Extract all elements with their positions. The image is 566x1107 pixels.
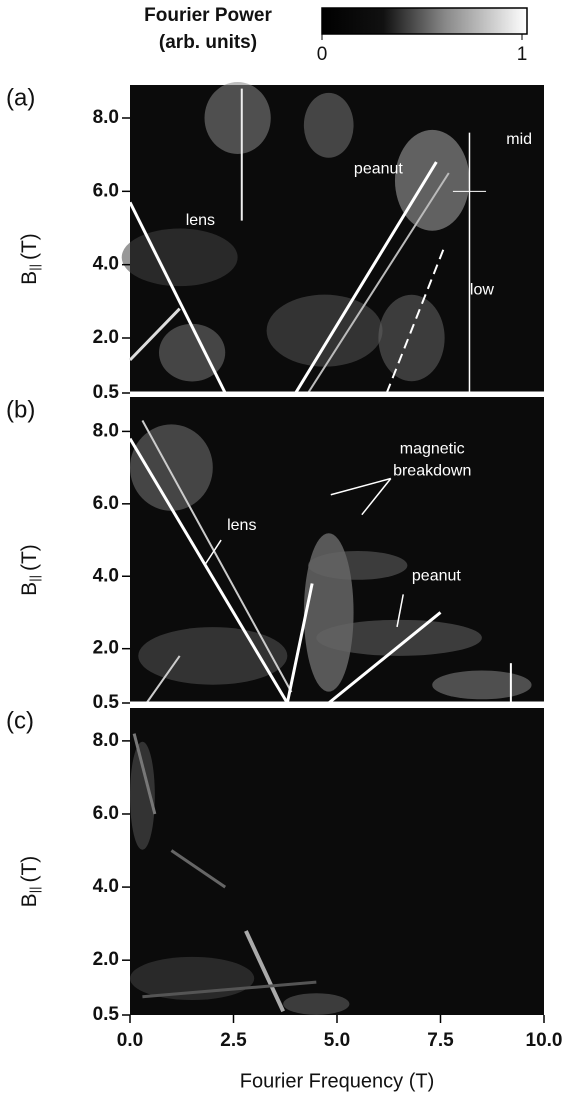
heatmap-feature — [308, 550, 408, 580]
heatmap-ridge — [142, 980, 317, 999]
annotation-arrow — [203, 539, 222, 566]
y-axis-label-part: B — [18, 893, 41, 907]
x-tick-label: 10.0 — [526, 1030, 563, 1051]
annotation: breakdown — [393, 462, 471, 479]
heatmap-ridge — [128, 437, 289, 704]
heatmap-ridge — [307, 172, 450, 394]
heatmap-ridge — [145, 655, 181, 704]
panel-label: (a) — [6, 84, 35, 111]
x-tick-label: 7.5 — [427, 1030, 454, 1051]
y-tick-label: 6.0 — [93, 180, 119, 201]
heatmap-feature — [283, 993, 350, 1015]
y-axis-label: B|| (T) — [18, 544, 43, 596]
heatmap-feature — [266, 294, 383, 367]
y-tick-label: 6.0 — [93, 493, 119, 514]
y-axis-label-part: (T) — [18, 856, 41, 883]
heatmap-feature — [316, 619, 482, 656]
y-axis-label-part: || — [27, 887, 42, 894]
heatmap-feature — [138, 627, 288, 685]
heatmap-feature — [130, 424, 213, 511]
heatmap-feature — [130, 741, 155, 850]
y-tick-label: 8.0 — [93, 107, 119, 128]
panel — [130, 708, 544, 1015]
y-tick-label: 4.0 — [93, 565, 119, 586]
y-axis-label: B|| (T) — [18, 233, 43, 285]
heatmap-ridge — [141, 420, 293, 693]
y-tick-label: 0.5 — [93, 692, 120, 713]
heatmap-ridge — [285, 583, 314, 704]
heatmap-feature — [303, 92, 354, 158]
y-axis-label-part: (T) — [18, 544, 41, 571]
annotation-arrow — [330, 477, 392, 496]
y-tick-label: 2.0 — [93, 327, 119, 348]
y-tick-label: 8.0 — [93, 730, 119, 751]
x-tick-label: 2.5 — [220, 1030, 247, 1051]
heatmap-ridge — [128, 201, 227, 394]
heatmap-feature — [394, 129, 470, 231]
y-tick-label: 8.0 — [93, 420, 119, 441]
colorbar-tick-label: 1 — [517, 44, 528, 65]
x-axis-label: Fourier Frequency (T) — [240, 1070, 435, 1092]
y-tick-label: 2.0 — [93, 638, 119, 659]
heatmap-feature — [204, 82, 271, 154]
colorbar-tick-label: 0 — [317, 44, 328, 65]
annotation-arrow — [396, 594, 404, 628]
panel-label: (b) — [6, 396, 35, 423]
colorbar-title: (arb. units) — [159, 32, 257, 53]
heatmap-feature — [121, 228, 238, 287]
y-tick-label: 2.0 — [93, 949, 119, 970]
y-tick-label: 0.5 — [93, 382, 120, 403]
x-tick-label: 0.0 — [117, 1030, 143, 1051]
panel: lens peanut mid low — [121, 82, 544, 395]
heatmap-ridge — [128, 307, 181, 362]
annotation: low — [470, 282, 494, 299]
annotation: magnetic — [400, 441, 465, 458]
annotation: mid — [506, 131, 532, 148]
y-axis-label-part: || — [27, 264, 42, 271]
heatmap-feature — [432, 670, 532, 700]
annotation: lens — [186, 212, 215, 229]
y-axis-label-part: B — [18, 582, 41, 596]
heatmap-feature — [378, 294, 445, 382]
heatmap-ridge — [327, 611, 442, 705]
panel: magnetic breakdown lens peanut — [128, 397, 544, 705]
heatmap-feature — [158, 323, 226, 382]
y-tick-label: 6.0 — [93, 803, 119, 824]
x-tick-label: 5.0 — [324, 1030, 350, 1051]
annotation: peanut — [354, 161, 403, 178]
heatmap-ridge — [244, 930, 285, 1013]
panel-label: (c) — [6, 707, 34, 734]
annotation: lens — [227, 517, 256, 534]
heatmap-ridge — [170, 849, 227, 889]
colorbar — [321, 7, 528, 35]
heatmap-ridge — [294, 161, 438, 394]
y-tick-label: 0.5 — [93, 1004, 120, 1025]
annotation: peanut — [412, 567, 461, 584]
heatmap-ridge — [385, 245, 446, 394]
y-axis-label-part: (T) — [18, 233, 41, 260]
y-axis-label: B|| (T) — [18, 856, 43, 908]
heatmap-ridge — [132, 733, 157, 815]
y-axis-label-part: || — [27, 575, 42, 582]
y-axis-label-part: B — [18, 271, 41, 285]
annotation-arrow — [361, 478, 392, 516]
y-tick-label: 4.0 — [93, 254, 119, 275]
y-tick-label: 4.0 — [93, 876, 119, 897]
colorbar-title: Fourier Power — [144, 5, 272, 26]
